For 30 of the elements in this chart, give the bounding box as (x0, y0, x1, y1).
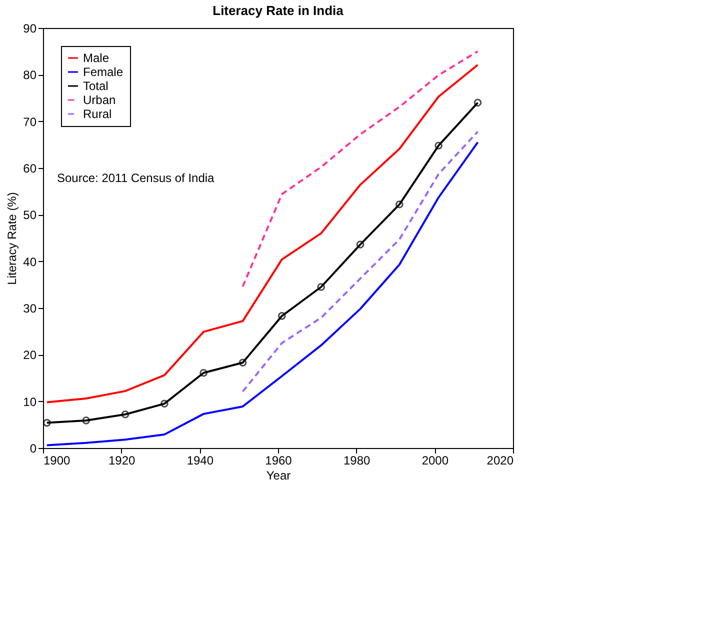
y-tick-label: 10 (23, 394, 37, 409)
legend-label: Total (83, 79, 108, 93)
y-tick-label: 0 (30, 442, 37, 456)
x-tick-label: 1920 (108, 454, 136, 468)
y-tick-label: 20 (23, 348, 37, 362)
y-tick-label: 40 (23, 254, 37, 269)
x-tick-label: 1900 (44, 454, 71, 468)
chart-title: Literacy Rate in India (212, 3, 344, 18)
line-series (46, 64, 479, 404)
x-tick-label: 1960 (265, 454, 292, 468)
y-axis-title: Literacy Rate (%) (5, 192, 20, 285)
line-series (242, 50, 479, 288)
x-tick-label: 1940 (186, 454, 214, 468)
x-tick-label: 1980 (343, 454, 371, 468)
line-series (242, 130, 479, 393)
x-tick-label: 2020 (486, 454, 514, 468)
annotation: Source: 2011 Census of India (57, 171, 215, 185)
legend-label: Male (83, 51, 110, 65)
y-tick-label: 80 (23, 68, 37, 82)
y-tick-label: 70 (23, 114, 37, 129)
x-tick-label: 2000 (422, 454, 449, 468)
y-tick-label: 60 (23, 162, 37, 176)
y-tick-label: 90 (23, 22, 37, 36)
y-tick-label: 50 (23, 208, 37, 222)
legend-label: Urban (83, 93, 116, 107)
y-tick-label: 30 (23, 302, 37, 316)
legend-label: Rural (83, 107, 112, 121)
legend-label: Female (83, 65, 124, 79)
x-axis-title: Year (266, 468, 291, 482)
line-series (46, 141, 479, 446)
